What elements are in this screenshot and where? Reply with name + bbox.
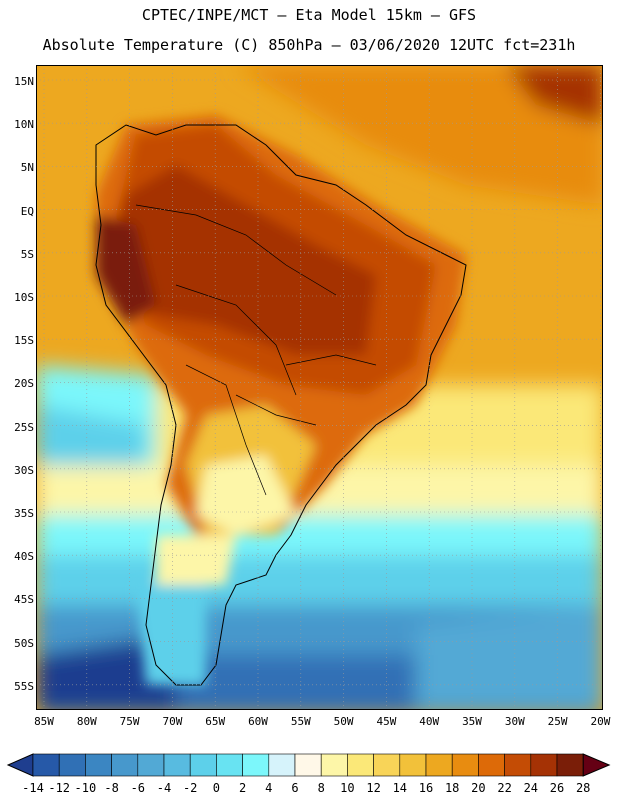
colorbar-label: -4 bbox=[156, 781, 172, 795]
colorbar-label: 20 bbox=[471, 781, 486, 795]
longitude-label: 60W bbox=[248, 715, 268, 728]
latitude-label: 40S bbox=[14, 550, 34, 564]
colorbar-label: 12 bbox=[366, 781, 381, 795]
colorbar-label: 10 bbox=[340, 781, 355, 795]
colorbar-swatch bbox=[478, 753, 505, 777]
colorbar-swatch bbox=[216, 753, 243, 777]
longitude-label: 40W bbox=[419, 715, 440, 728]
colorbar-swatch bbox=[85, 753, 112, 777]
temperature-map bbox=[36, 65, 603, 710]
colorbar-label: 22 bbox=[497, 781, 512, 795]
temperature-field bbox=[36, 65, 603, 710]
colorbar-label: -2 bbox=[182, 781, 198, 795]
colorbar-label: 28 bbox=[575, 781, 591, 795]
longitude-label: 85W bbox=[34, 715, 54, 728]
latitude-label: 25S bbox=[14, 420, 34, 434]
longitude-label: 35W bbox=[462, 715, 482, 728]
colorbar-swatch bbox=[189, 753, 217, 777]
colorbar-label: 16 bbox=[418, 781, 434, 795]
coastline bbox=[95, 124, 467, 686]
colorbar-label: 18 bbox=[444, 781, 460, 795]
colorbar-swatch bbox=[242, 753, 270, 777]
latitude-label: 20S bbox=[14, 377, 34, 391]
colorbar-swatch bbox=[530, 753, 558, 777]
latitude-label: 50S bbox=[14, 636, 34, 650]
colorbar-swatch bbox=[320, 753, 348, 777]
longitude-label: 65W bbox=[205, 715, 226, 728]
colorbar-swatch bbox=[373, 753, 401, 777]
colorbar-label: 4 bbox=[265, 781, 273, 795]
colorbar-swatch bbox=[347, 753, 374, 777]
colorbar-swatch bbox=[137, 753, 165, 777]
longitude-label: 25W bbox=[547, 715, 568, 728]
colorbar-label: -8 bbox=[104, 781, 119, 795]
latitude-label: 10N bbox=[14, 118, 34, 132]
colorbar-swatch bbox=[556, 753, 584, 777]
chart-title: CPTEC/INPE/MCT – Eta Model 15km – GFS bbox=[141, 6, 477, 24]
latitude-label: 15N bbox=[14, 75, 34, 88]
colorbar-swatch bbox=[425, 753, 453, 777]
latitude-label: 35S bbox=[14, 507, 34, 520]
latitude-label: 5N bbox=[20, 161, 34, 175]
colorbar-label: 0 bbox=[212, 781, 220, 795]
latitude-label: 45S bbox=[14, 593, 34, 607]
colorbar-label: 26 bbox=[549, 781, 565, 795]
colorbar-swatch bbox=[399, 753, 427, 777]
colorbar-swatch bbox=[294, 753, 322, 777]
colorbar-label: 8 bbox=[317, 781, 325, 795]
colorbar-label: -6 bbox=[130, 781, 146, 795]
latitude-label: 10S bbox=[14, 291, 34, 304]
colorbar-label: -14 bbox=[22, 781, 44, 795]
latitude-label: 30S bbox=[14, 463, 34, 477]
colorbar-max-arrow bbox=[582, 753, 611, 777]
longitude-label: 20W bbox=[590, 715, 611, 728]
latitude-label: 55S bbox=[14, 679, 34, 693]
map-frame bbox=[36, 65, 603, 710]
colorbar-label: -10 bbox=[74, 781, 97, 795]
longitude-label: 55W bbox=[290, 715, 311, 728]
graticule bbox=[36, 65, 603, 710]
longitude-label: 80W bbox=[76, 715, 97, 728]
colorbar-swatch bbox=[268, 753, 296, 777]
latitude-label: EQ bbox=[20, 204, 34, 218]
latitude-label: 15S bbox=[14, 334, 34, 348]
longitude-label: 45W bbox=[376, 715, 397, 728]
country-borders bbox=[135, 204, 377, 496]
colorbar-swatch bbox=[58, 753, 86, 777]
colorbar-swatch bbox=[163, 753, 191, 777]
colorbar-label: 6 bbox=[291, 781, 299, 795]
colorbar-swatch bbox=[504, 753, 532, 777]
longitude-label: 75W bbox=[119, 715, 140, 728]
colorbar-label: 24 bbox=[523, 781, 539, 795]
longitude-label: 50W bbox=[333, 715, 354, 728]
colorbar-label: -12 bbox=[48, 781, 71, 795]
colorbar-swatch bbox=[111, 753, 139, 777]
colorbar-label: 14 bbox=[392, 781, 408, 795]
colorbar-swatch bbox=[32, 753, 60, 777]
longitude-label: 70W bbox=[162, 715, 183, 728]
longitude-label: 30W bbox=[504, 715, 525, 728]
colorbar-label: 2 bbox=[238, 781, 247, 795]
latitude-label: 5S bbox=[20, 247, 34, 261]
chart-subtitle: Absolute Temperature (C) 850hPa – 03/06/… bbox=[42, 36, 576, 54]
colorbar bbox=[6, 753, 611, 777]
colorbar-swatch bbox=[451, 753, 479, 777]
colorbar-min-arrow bbox=[6, 753, 34, 777]
